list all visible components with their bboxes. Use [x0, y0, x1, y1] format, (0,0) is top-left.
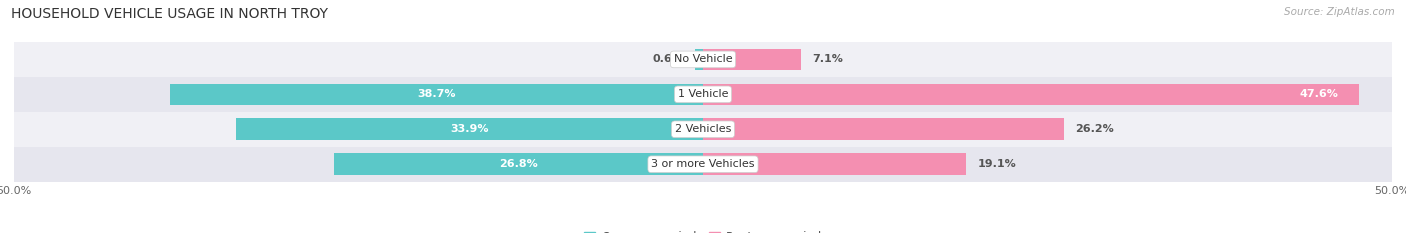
Text: 38.7%: 38.7%	[418, 89, 456, 99]
Bar	[170, 84, 703, 105]
Text: No Vehicle: No Vehicle	[673, 55, 733, 64]
Bar	[703, 49, 801, 70]
Bar	[14, 147, 1392, 182]
Text: HOUSEHOLD VEHICLE USAGE IN NORTH TROY: HOUSEHOLD VEHICLE USAGE IN NORTH TROY	[11, 7, 328, 21]
Text: 33.9%: 33.9%	[450, 124, 489, 134]
Bar	[695, 49, 703, 70]
Bar	[703, 154, 966, 175]
Bar	[14, 42, 1392, 77]
Text: 1 Vehicle: 1 Vehicle	[678, 89, 728, 99]
Text: 2 Vehicles: 2 Vehicles	[675, 124, 731, 134]
Bar	[14, 112, 1392, 147]
Text: 19.1%: 19.1%	[977, 159, 1017, 169]
Legend: Owner-occupied, Renter-occupied: Owner-occupied, Renter-occupied	[579, 226, 827, 233]
Text: 47.6%: 47.6%	[1299, 89, 1339, 99]
Bar	[333, 154, 703, 175]
Text: Source: ZipAtlas.com: Source: ZipAtlas.com	[1284, 7, 1395, 17]
Text: 0.6%: 0.6%	[652, 55, 683, 64]
Text: 3 or more Vehicles: 3 or more Vehicles	[651, 159, 755, 169]
Bar	[703, 84, 1358, 105]
Text: 26.8%: 26.8%	[499, 159, 537, 169]
Bar	[236, 118, 703, 140]
Bar	[703, 118, 1064, 140]
Text: 7.1%: 7.1%	[811, 55, 842, 64]
Bar	[14, 77, 1392, 112]
Text: 26.2%: 26.2%	[1076, 124, 1114, 134]
